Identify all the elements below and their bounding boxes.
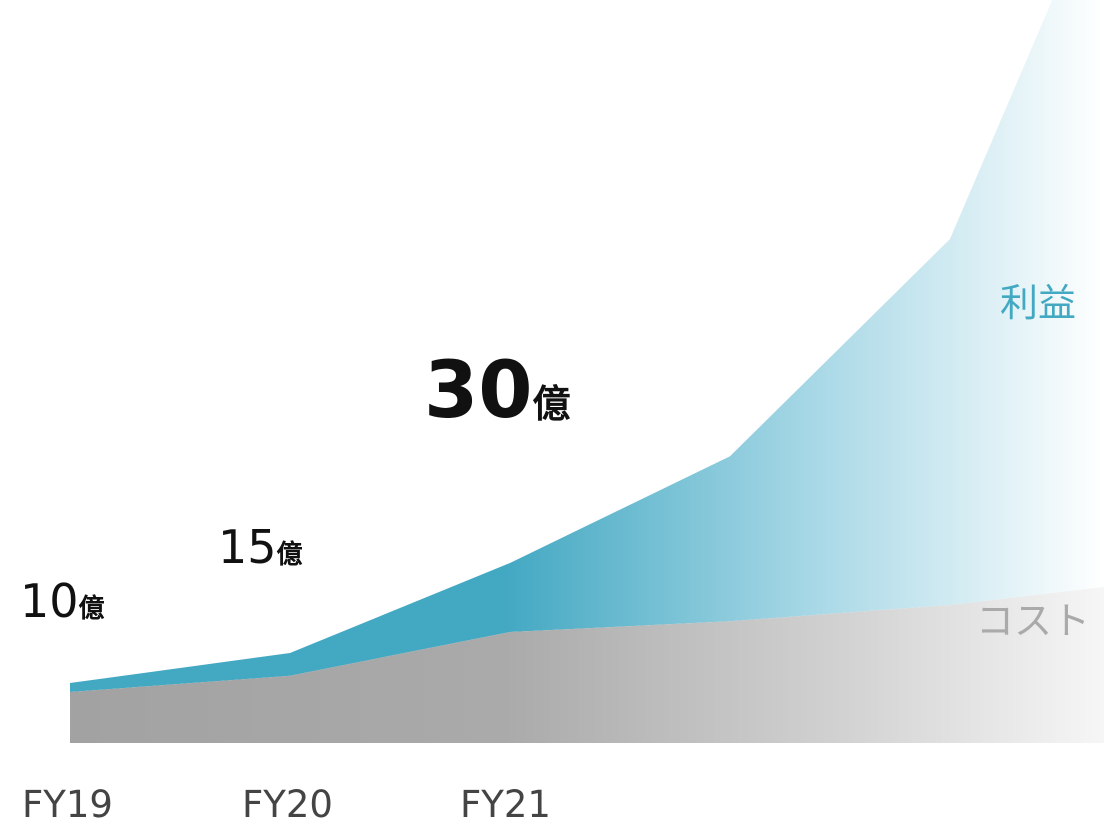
value-label-fy19-number: 10 xyxy=(20,574,79,628)
x-tick-fy21: FY21 xyxy=(460,783,551,826)
x-tick-fy20: FY20 xyxy=(242,783,333,826)
value-label-fy20-unit: 億 xyxy=(276,540,303,570)
value-label-fy19: 10億 xyxy=(20,578,105,624)
value-label-fy20: 15億 xyxy=(218,524,303,570)
value-label-fy20-number: 15 xyxy=(218,520,277,574)
value-label-fy19-unit: 億 xyxy=(78,594,105,624)
value-label-fy21-unit: 億 xyxy=(532,382,571,426)
value-label-fy21: 30億 xyxy=(424,352,571,430)
x-tick-fy19: FY19 xyxy=(22,783,113,826)
series-label-cost: コスト xyxy=(976,599,1091,643)
profit-area xyxy=(70,0,1104,692)
value-label-fy21-number: 30 xyxy=(424,346,533,436)
series-label-profit: 利益 xyxy=(1000,281,1077,325)
cost-area xyxy=(70,587,1104,743)
